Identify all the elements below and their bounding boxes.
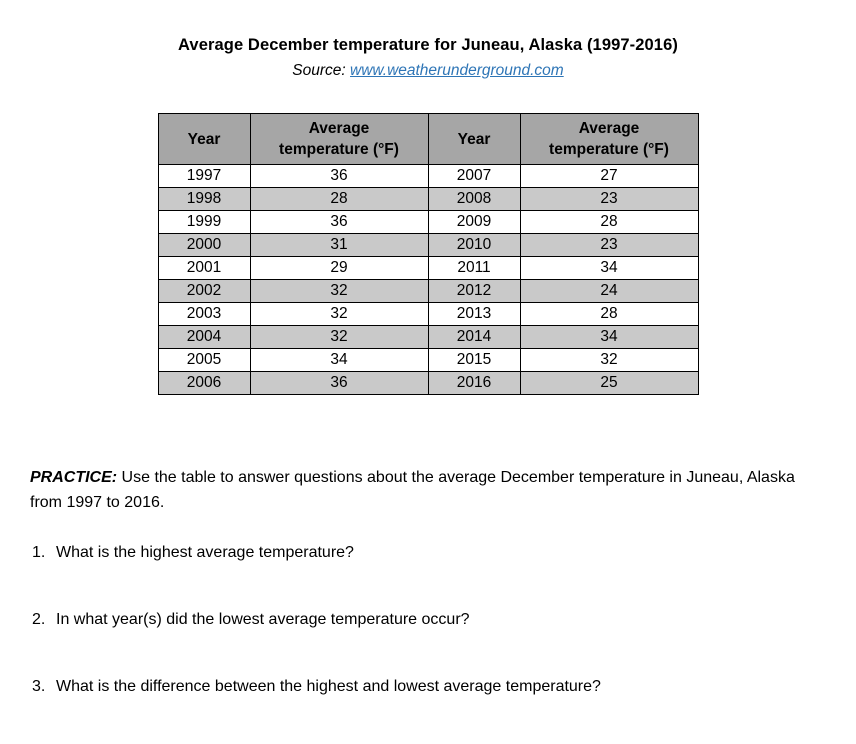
year-cell: 1999 [157, 210, 251, 234]
temperature-table: Year Average temperature (°F) Year Avera… [157, 113, 699, 395]
temp-cell: 34 [519, 256, 699, 280]
temp-cell: 34 [519, 325, 699, 349]
question-item-1: 1. What is the highest average temperatu… [0, 542, 856, 563]
table-header-row: Year Average temperature (°F) Year Avera… [157, 113, 699, 165]
year-cell: 2000 [157, 233, 251, 257]
temp-cell: 28 [249, 187, 429, 211]
table-row: 1998 28 2008 23 [157, 187, 699, 211]
question-item-3: 3. What is the difference between the hi… [0, 676, 856, 697]
year-cell: 2010 [427, 233, 521, 257]
year-cell: 2009 [427, 210, 521, 234]
temp-cell: 23 [519, 187, 699, 211]
practice-text: Use the table to answer questions about … [30, 469, 795, 511]
year-cell: 1998 [157, 187, 251, 211]
temp-cell: 27 [519, 164, 699, 188]
table-row: 1999 36 2009 28 [157, 210, 699, 234]
temp-cell: 32 [249, 325, 429, 349]
temp-cell: 36 [249, 164, 429, 188]
year-cell: 2006 [157, 371, 251, 395]
year-cell: 2005 [157, 348, 251, 372]
temp-cell: 32 [249, 279, 429, 303]
table-row: 1997 36 2007 27 [157, 164, 699, 188]
year-cell: 2015 [427, 348, 521, 372]
year-cell: 2014 [427, 325, 521, 349]
table-row: 2005 34 2015 32 [157, 348, 699, 372]
year-cell: 2011 [427, 256, 521, 280]
table-row: 2000 31 2010 23 [157, 233, 699, 257]
table-row: 2004 32 2014 34 [157, 325, 699, 349]
year-cell: 2007 [427, 164, 521, 188]
temp-cell: 32 [519, 348, 699, 372]
page-title: Average December temperature for Juneau,… [178, 36, 678, 54]
header-year-left: Year [157, 113, 251, 165]
year-cell: 2001 [157, 256, 251, 280]
header-avg-temp-right: Average temperature (°F) [519, 113, 699, 165]
temp-cell: 32 [249, 302, 429, 326]
question-number: 3. [32, 678, 46, 695]
year-cell: 2012 [427, 279, 521, 303]
temp-cell: 28 [519, 210, 699, 234]
temp-cell: 28 [519, 302, 699, 326]
temp-cell: 29 [249, 256, 429, 280]
table-row: 2003 32 2013 28 [157, 302, 699, 326]
year-cell: 2004 [157, 325, 251, 349]
temp-cell: 25 [519, 371, 699, 395]
question-item-2: 2. In what year(s) did the lowest averag… [0, 609, 856, 630]
year-cell: 2016 [427, 371, 521, 395]
temp-cell: 31 [249, 233, 429, 257]
practice-instructions: PRACTICE: Use the table to answer questi… [30, 465, 820, 515]
source-label: Source: [292, 62, 346, 79]
question-text: What is the difference between the highe… [56, 678, 601, 695]
temp-cell: 34 [249, 348, 429, 372]
question-text: In what year(s) did the lowest average t… [56, 611, 470, 628]
temp-cell: 24 [519, 279, 699, 303]
table-row: 2001 29 2011 34 [157, 256, 699, 280]
source-line: Source: www.weatherunderground.com [0, 62, 856, 80]
temp-cell: 36 [249, 210, 429, 234]
header-avg-temp-left: Average temperature (°F) [249, 113, 429, 165]
year-cell: 2013 [427, 302, 521, 326]
temp-cell: 36 [249, 371, 429, 395]
table-row: 2006 36 2016 25 [157, 371, 699, 395]
source-link[interactable]: www.weatherunderground.com [350, 62, 564, 79]
header-year-right: Year [427, 113, 521, 165]
question-number: 2. [32, 611, 46, 628]
temp-cell: 23 [519, 233, 699, 257]
question-list: 1. What is the highest average temperatu… [0, 542, 856, 697]
table-row: 2002 32 2012 24 [157, 279, 699, 303]
practice-label: PRACTICE: [30, 469, 118, 486]
question-text: What is the highest average temperature? [56, 544, 354, 561]
year-cell: 2008 [427, 187, 521, 211]
question-number: 1. [32, 544, 46, 561]
year-cell: 2003 [157, 302, 251, 326]
year-cell: 2002 [157, 279, 251, 303]
year-cell: 1997 [157, 164, 251, 188]
